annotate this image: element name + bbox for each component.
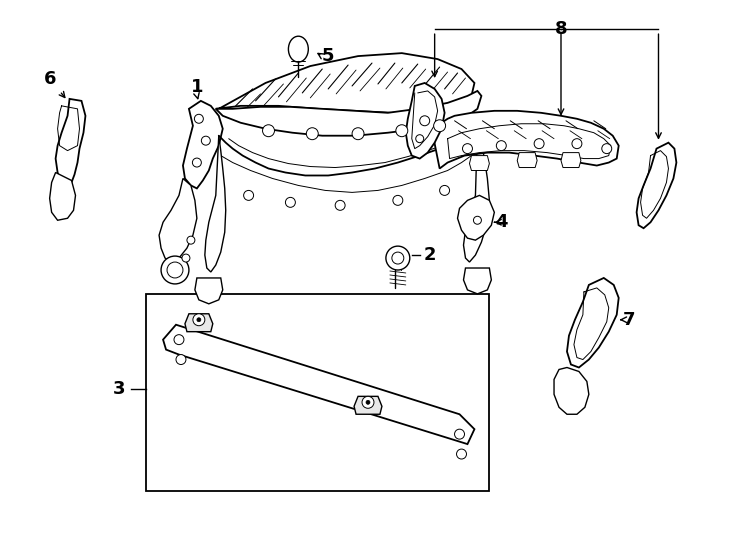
Circle shape [197, 318, 201, 322]
Circle shape [192, 158, 201, 167]
Circle shape [161, 256, 189, 284]
Polygon shape [354, 396, 382, 414]
Text: 1: 1 [191, 78, 203, 96]
Circle shape [392, 252, 404, 264]
Polygon shape [636, 143, 677, 228]
Ellipse shape [288, 36, 308, 62]
Circle shape [420, 116, 429, 126]
Text: 5: 5 [322, 47, 335, 65]
Circle shape [167, 262, 183, 278]
Text: 3: 3 [113, 380, 126, 399]
Circle shape [454, 429, 465, 439]
Polygon shape [50, 172, 76, 220]
Polygon shape [216, 91, 482, 136]
Circle shape [352, 128, 364, 140]
Polygon shape [463, 268, 491, 294]
Circle shape [263, 125, 275, 137]
Circle shape [393, 195, 403, 205]
Circle shape [335, 200, 345, 210]
Circle shape [306, 128, 319, 140]
Polygon shape [457, 195, 494, 240]
Circle shape [244, 191, 253, 200]
Bar [146, 294, 490, 491]
Polygon shape [185, 314, 213, 332]
Polygon shape [56, 99, 85, 186]
Polygon shape [406, 83, 445, 159]
Circle shape [572, 139, 582, 148]
Polygon shape [205, 136, 226, 272]
Polygon shape [554, 368, 589, 414]
Polygon shape [216, 53, 474, 113]
Circle shape [366, 400, 370, 404]
Polygon shape [470, 156, 490, 171]
Text: 4: 4 [495, 213, 507, 231]
Polygon shape [183, 101, 222, 188]
Circle shape [201, 136, 211, 145]
Text: 6: 6 [43, 70, 56, 88]
Circle shape [396, 125, 408, 137]
Text: 2: 2 [424, 246, 436, 264]
Circle shape [174, 335, 184, 345]
Circle shape [386, 246, 410, 270]
Circle shape [193, 314, 205, 326]
Circle shape [534, 139, 544, 148]
Polygon shape [432, 111, 619, 168]
Text: 7: 7 [622, 310, 635, 329]
Text: 8: 8 [555, 20, 567, 38]
Circle shape [187, 236, 195, 244]
Circle shape [286, 198, 295, 207]
Circle shape [434, 120, 446, 132]
Circle shape [496, 140, 506, 151]
Circle shape [415, 134, 424, 143]
Circle shape [602, 144, 611, 153]
Polygon shape [463, 129, 490, 262]
Circle shape [457, 449, 467, 459]
Polygon shape [195, 278, 222, 304]
Circle shape [182, 254, 190, 262]
Polygon shape [163, 325, 474, 444]
Polygon shape [517, 153, 537, 167]
Polygon shape [159, 179, 197, 262]
Circle shape [362, 396, 374, 408]
Polygon shape [567, 278, 619, 368]
Circle shape [440, 185, 449, 195]
Polygon shape [561, 153, 581, 167]
Circle shape [195, 114, 203, 123]
Circle shape [473, 217, 482, 224]
Circle shape [176, 355, 186, 365]
Circle shape [462, 144, 473, 153]
